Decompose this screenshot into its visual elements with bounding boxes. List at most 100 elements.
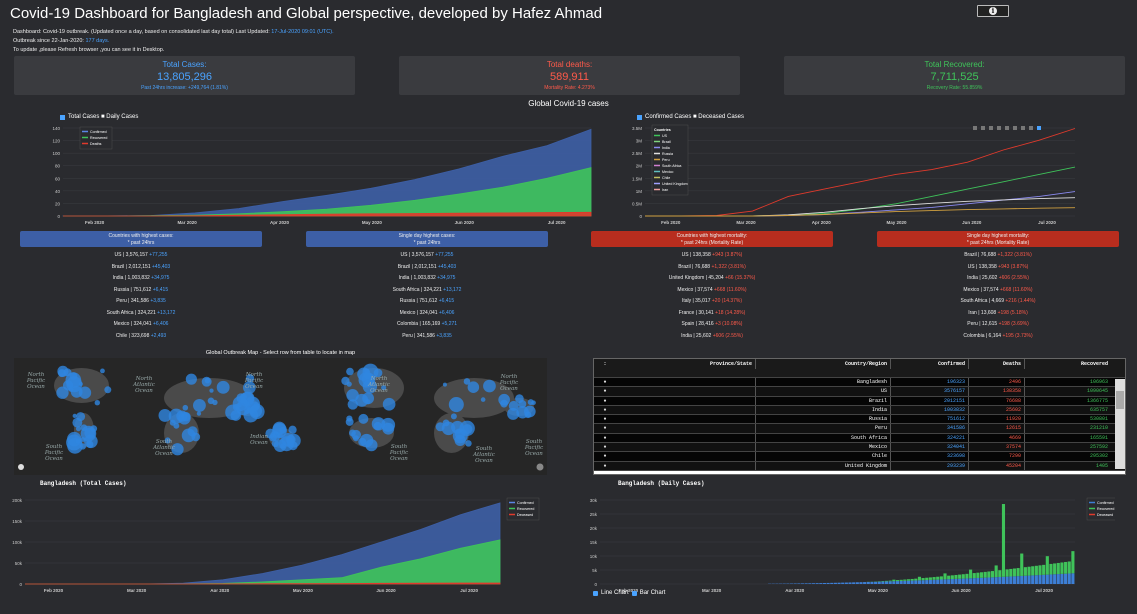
bar-recovered[interactable] bbox=[987, 571, 991, 578]
bar-confirmed[interactable] bbox=[932, 579, 936, 584]
outbreak-bubble[interactable] bbox=[524, 411, 532, 419]
legend-item[interactable]: Confirmed bbox=[517, 501, 534, 505]
bar-confirmed[interactable] bbox=[815, 583, 819, 584]
bar-recovered[interactable] bbox=[965, 573, 969, 579]
bar-confirmed[interactable] bbox=[1005, 576, 1009, 584]
row-select-icon[interactable]: ● bbox=[603, 425, 607, 432]
bar-confirmed[interactable] bbox=[852, 582, 856, 584]
bar-confirmed[interactable] bbox=[1071, 573, 1075, 584]
bar-confirmed[interactable] bbox=[804, 583, 808, 584]
bar-recovered[interactable] bbox=[976, 572, 980, 578]
toolbar-icon[interactable] bbox=[1021, 126, 1025, 130]
outbreak-bubble[interactable] bbox=[196, 411, 202, 416]
grid-filter-row[interactable] bbox=[594, 369, 1125, 378]
outbreak-bubble[interactable] bbox=[507, 407, 520, 420]
legend-item[interactable]: US bbox=[662, 134, 668, 138]
outbreak-bubble[interactable] bbox=[480, 397, 486, 402]
row-select-icon[interactable]: ● bbox=[603, 379, 607, 385]
outbreak-bubble[interactable] bbox=[158, 408, 172, 422]
legend-item[interactable]: Recovered bbox=[1097, 507, 1114, 511]
bar-recovered[interactable] bbox=[939, 576, 943, 580]
bar-confirmed[interactable] bbox=[793, 583, 797, 584]
outbreak-bubble[interactable] bbox=[288, 425, 297, 434]
table-row[interactable]: ● Mexico 324041 37574 257592 bbox=[594, 443, 1125, 453]
bar-recovered[interactable] bbox=[1005, 569, 1009, 577]
bar-confirmed[interactable] bbox=[998, 576, 1002, 584]
bar-recovered[interactable] bbox=[1038, 565, 1042, 576]
outbreak-bubble[interactable] bbox=[62, 380, 74, 391]
bar-recovered[interactable] bbox=[961, 574, 965, 579]
row-select-icon[interactable]: ● bbox=[603, 462, 607, 469]
bar-confirmed[interactable] bbox=[892, 581, 896, 584]
outbreak-bubble[interactable] bbox=[249, 404, 263, 418]
bar-recovered[interactable] bbox=[983, 571, 987, 578]
row-select-icon[interactable]: ● bbox=[603, 453, 607, 460]
chart-mode-legend[interactable]: Total Cases ■ Daily Cases bbox=[60, 114, 138, 120]
bar-recovered[interactable] bbox=[1071, 551, 1075, 574]
bd-daily-chart[interactable]: 0 5k 10k 15k 20k 25k 30k Feb 2020 Mar 2020 Apr 20… bbox=[585, 492, 1115, 592]
bar-confirmed[interactable] bbox=[983, 577, 987, 584]
legend-item[interactable]: Russia bbox=[662, 152, 673, 156]
bar-confirmed[interactable] bbox=[925, 580, 929, 584]
outbreak-bubble[interactable] bbox=[84, 434, 98, 449]
table-row[interactable]: ● Peru 341586 12615 231210 bbox=[594, 424, 1125, 434]
legend-item[interactable]: India bbox=[662, 146, 670, 150]
outbreak-bubble[interactable] bbox=[204, 377, 211, 384]
bar-confirmed[interactable] bbox=[976, 577, 980, 584]
bar-recovered[interactable] bbox=[906, 579, 911, 581]
legend-item[interactable]: Deceased bbox=[1097, 513, 1113, 517]
bar-recovered[interactable] bbox=[998, 570, 1002, 577]
outbreak-bubble[interactable] bbox=[94, 400, 100, 406]
toolbar-icon[interactable] bbox=[997, 126, 1001, 130]
toolbar-icon[interactable] bbox=[981, 126, 985, 130]
outbreak-bubble[interactable] bbox=[483, 379, 496, 393]
bar-recovered[interactable] bbox=[1045, 556, 1049, 575]
bar-confirmed[interactable] bbox=[811, 583, 816, 584]
outbreak-bubble[interactable] bbox=[382, 422, 395, 435]
series-line-peru[interactable] bbox=[645, 207, 1076, 217]
row-select-icon[interactable]: ● bbox=[603, 444, 607, 451]
bd-total-chart[interactable]: 0 50k 100k 150k 200k Feb 2020 Mar 2020 Apr 2020… bbox=[10, 492, 540, 592]
outbreak-bubble[interactable] bbox=[72, 417, 83, 428]
outbreak-bubble[interactable] bbox=[498, 393, 510, 406]
bar-confirmed[interactable] bbox=[972, 578, 976, 584]
row-select-icon[interactable]: ● bbox=[603, 388, 607, 395]
legend-item[interactable]: Confirmed bbox=[1097, 501, 1114, 505]
outbreak-bubble[interactable] bbox=[450, 413, 457, 420]
bar-confirmed[interactable] bbox=[885, 581, 889, 584]
bar-confirmed[interactable] bbox=[939, 579, 943, 584]
outbreak-bubble[interactable] bbox=[347, 399, 358, 410]
bar-confirmed[interactable] bbox=[877, 581, 881, 584]
outbreak-bubble[interactable] bbox=[352, 435, 359, 442]
bar-confirmed[interactable] bbox=[888, 581, 892, 584]
outbreak-bubble[interactable] bbox=[100, 368, 105, 374]
toolbar-icon[interactable] bbox=[973, 126, 977, 130]
outbreak-bubble[interactable] bbox=[382, 397, 396, 411]
bar-confirmed[interactable] bbox=[826, 582, 830, 584]
bar-recovered[interactable] bbox=[1023, 567, 1027, 576]
bar-confirmed[interactable] bbox=[1053, 574, 1057, 584]
bar-recovered[interactable] bbox=[1031, 566, 1035, 576]
series-line-india[interactable] bbox=[645, 191, 1076, 217]
table-row[interactable]: ● India 1003832 25602 635757 bbox=[594, 405, 1125, 416]
bar-confirmed[interactable] bbox=[980, 577, 984, 584]
outbreak-bubble[interactable] bbox=[192, 399, 206, 412]
outbreak-bubble[interactable] bbox=[281, 433, 295, 447]
outbreak-bubble[interactable] bbox=[442, 382, 447, 387]
outbreak-bubble[interactable] bbox=[176, 410, 188, 422]
outbreak-bubble[interactable] bbox=[462, 424, 473, 435]
bar-recovered[interactable] bbox=[921, 578, 925, 581]
bar-recovered[interactable] bbox=[990, 571, 995, 578]
bar-confirmed[interactable] bbox=[800, 583, 805, 584]
map-attribution-icon[interactable] bbox=[18, 464, 24, 470]
grid-header-confirmed[interactable]: Confirmed bbox=[891, 359, 969, 369]
bar-confirmed[interactable] bbox=[994, 577, 998, 584]
legend-item[interactable]: Recovered bbox=[90, 136, 107, 140]
bar-confirmed[interactable] bbox=[1049, 574, 1053, 584]
table-row[interactable]: ● United Kingdom 293239 45204 1405 bbox=[594, 461, 1125, 471]
bar-confirmed[interactable] bbox=[1009, 576, 1013, 584]
legend-item[interactable]: United Kingdom bbox=[662, 182, 688, 186]
outbreak-bubble[interactable] bbox=[243, 381, 256, 394]
info-button[interactable]: i bbox=[977, 5, 1009, 17]
bar-confirmed[interactable] bbox=[895, 581, 900, 584]
